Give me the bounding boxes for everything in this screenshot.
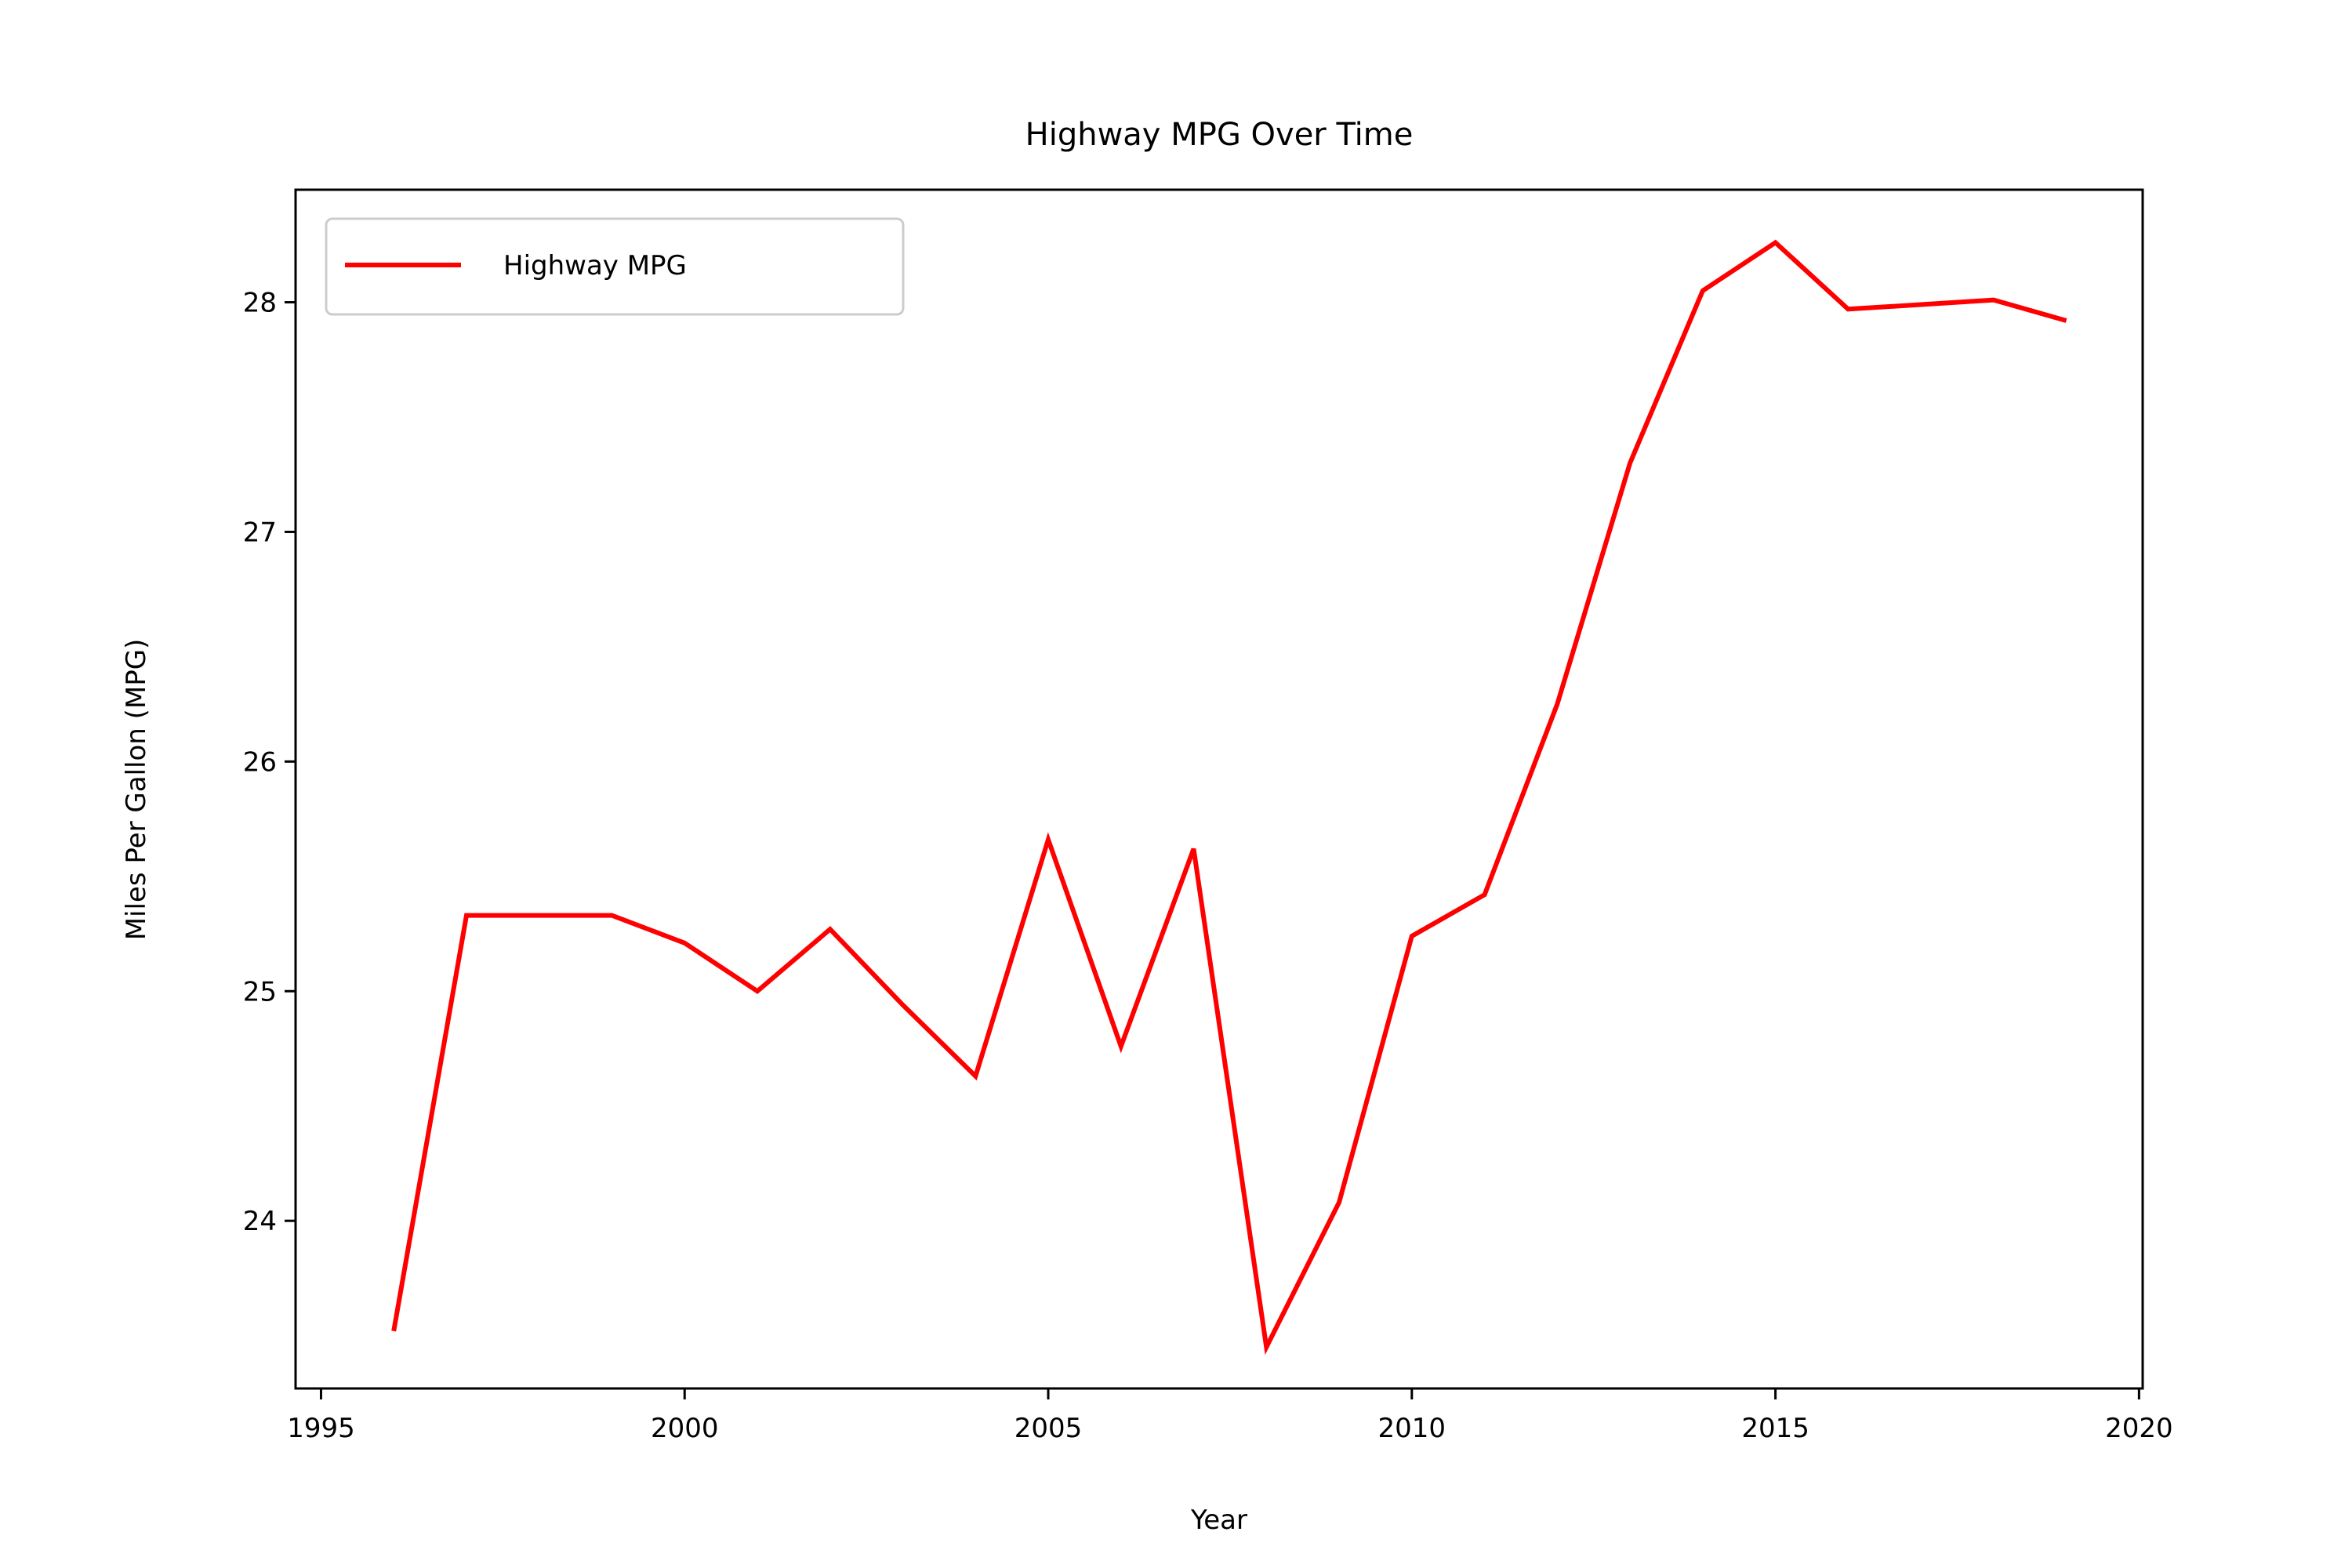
y-tick-label: 27 bbox=[243, 517, 277, 548]
y-tick-label: 25 bbox=[243, 976, 277, 1007]
y-tick-label: 26 bbox=[243, 746, 277, 778]
x-tick-label: 2020 bbox=[2105, 1413, 2173, 1444]
legend-label: Highway MPG bbox=[503, 250, 687, 281]
x-axis-label: Year bbox=[1190, 1504, 1247, 1536]
x-tick-label: 2000 bbox=[651, 1413, 719, 1444]
legend: Highway MPG bbox=[325, 217, 905, 316]
y-tick-label: 24 bbox=[243, 1206, 277, 1237]
y-axis: 24 25 26 27 28 bbox=[243, 288, 296, 1237]
y-tick-label: 28 bbox=[243, 288, 277, 319]
x-tick-label: 1995 bbox=[287, 1413, 355, 1444]
x-axis: 1995 2000 2005 2010 2015 2020 bbox=[287, 1388, 2173, 1444]
y-axis-label: Miles Per Gallon (MPG) bbox=[121, 639, 152, 941]
plot-area-series bbox=[391, 239, 2067, 1356]
x-tick-label: 2005 bbox=[1014, 1413, 1083, 1444]
series-line-highway-mpg bbox=[391, 239, 2067, 1356]
legend-box bbox=[325, 217, 905, 316]
x-tick-label: 2010 bbox=[1378, 1413, 1446, 1444]
chart-title: Highway MPG Over Time bbox=[1025, 117, 1414, 153]
plot-frame bbox=[294, 188, 2144, 1390]
x-tick-label: 2015 bbox=[1741, 1413, 1809, 1444]
